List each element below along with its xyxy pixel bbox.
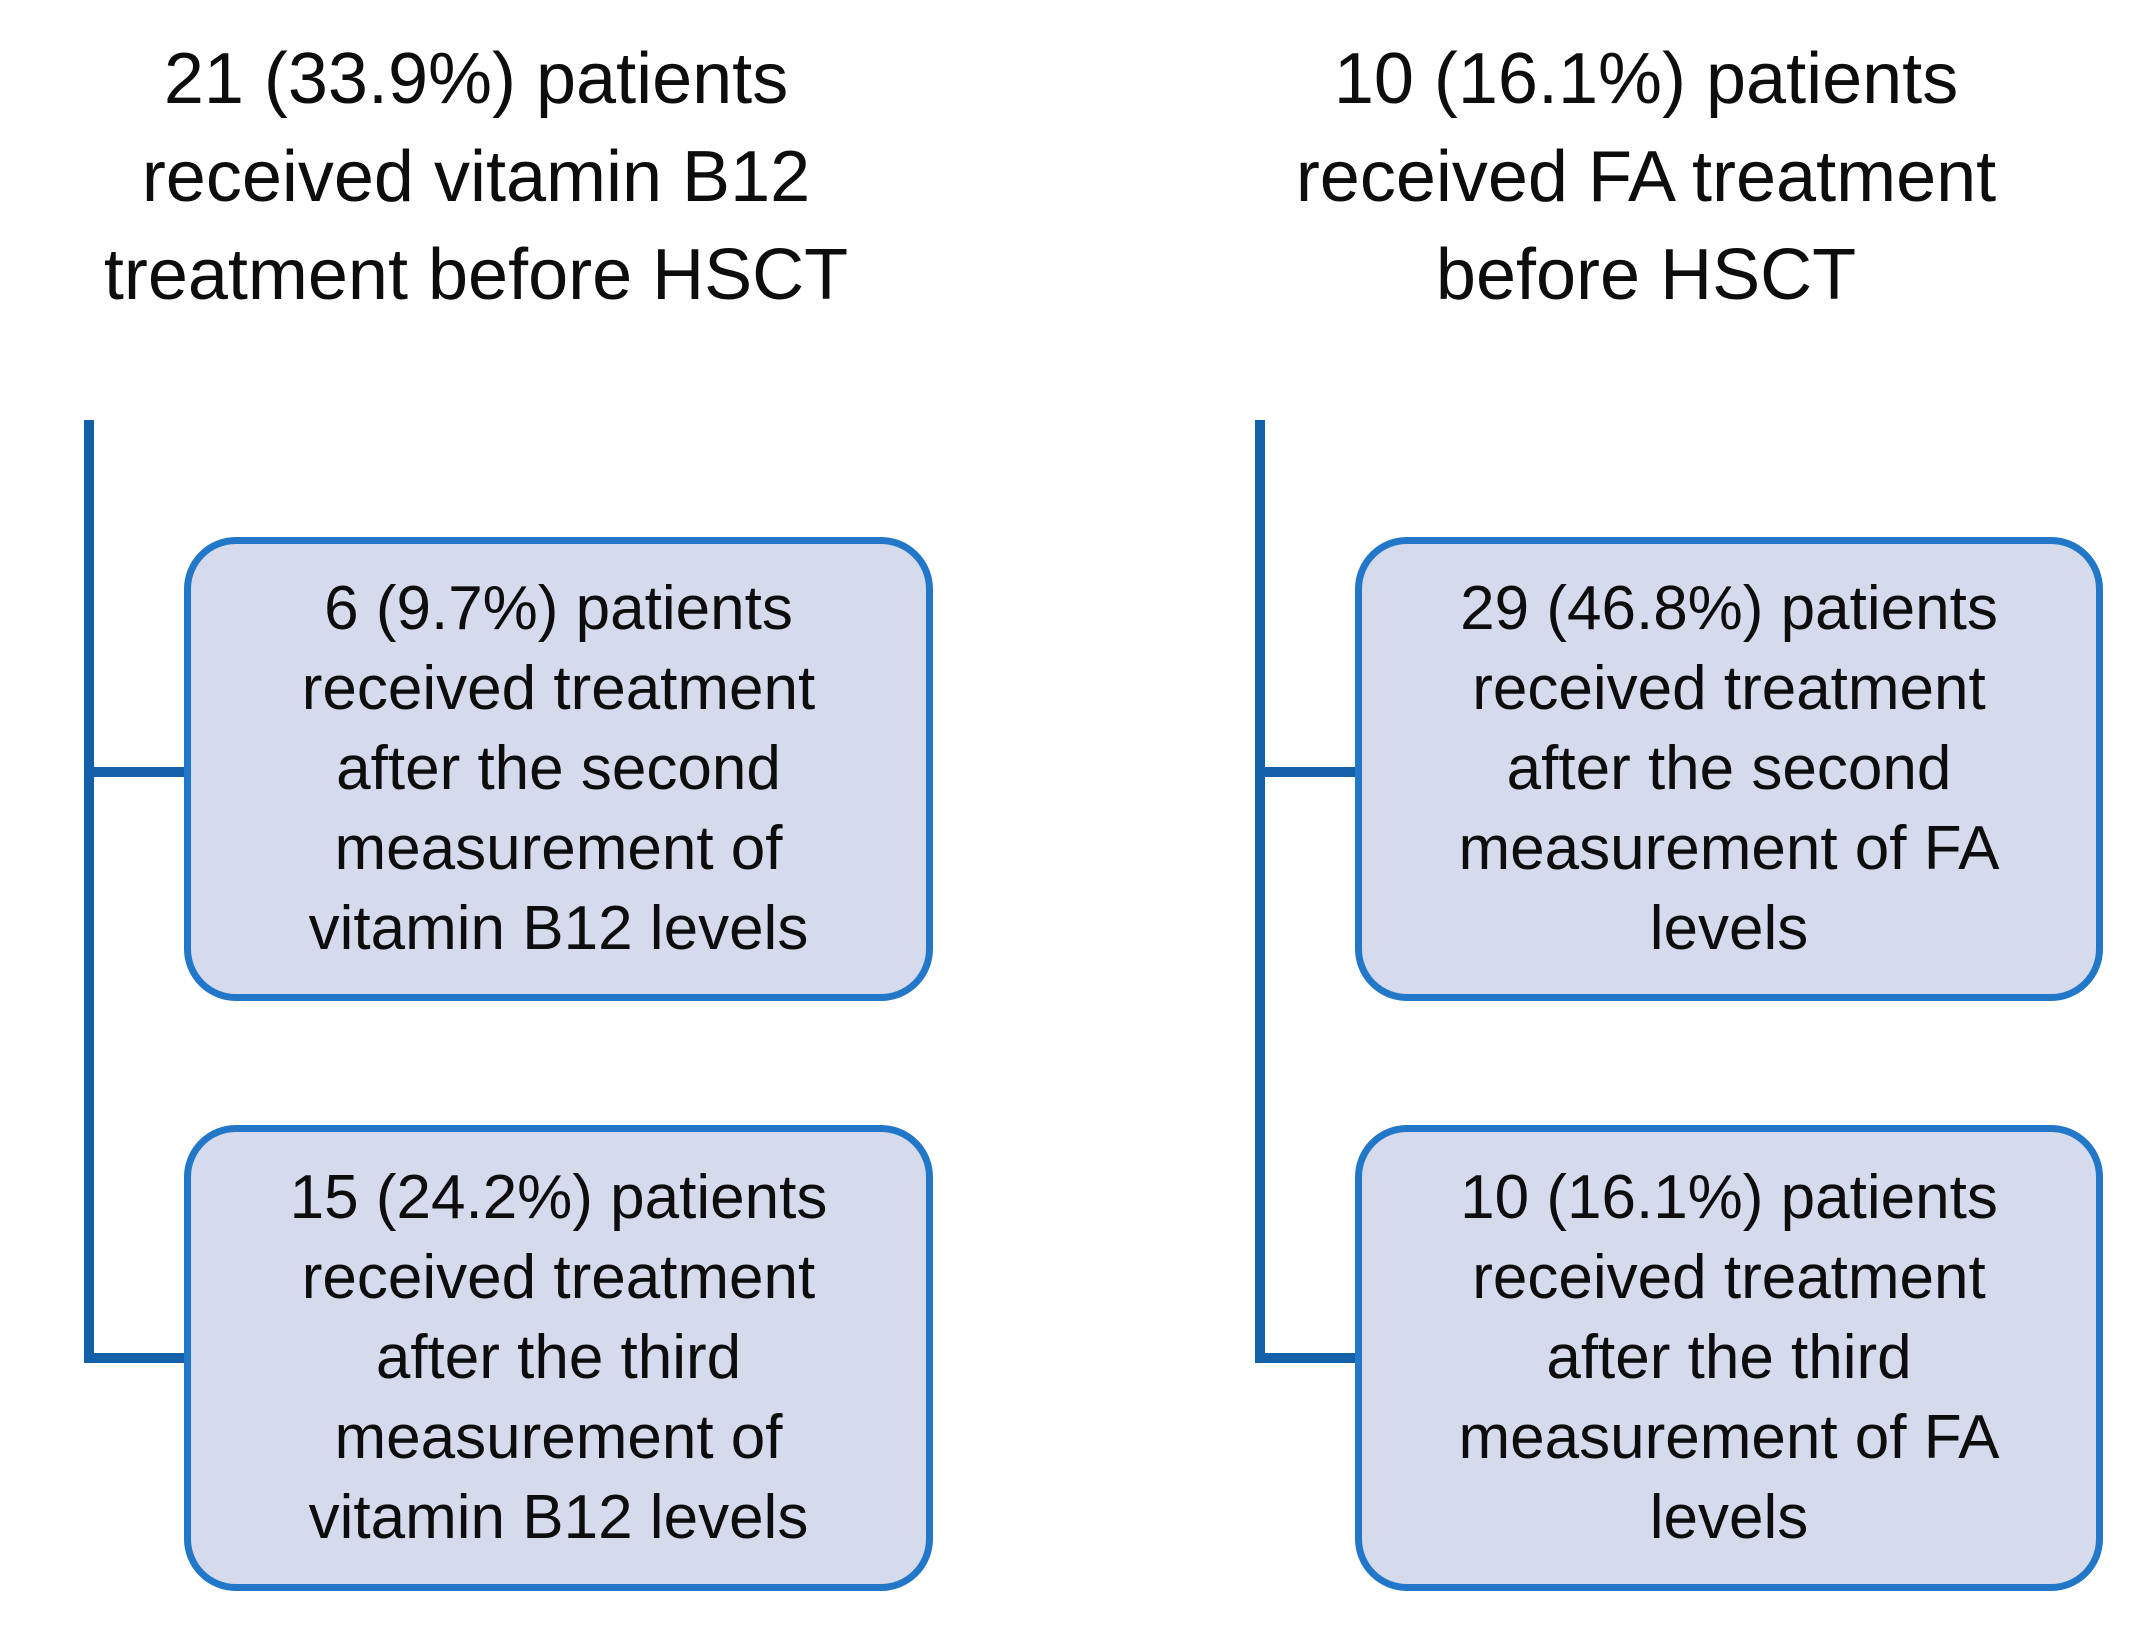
flowchart-box-b12-second-measurement: 6 (9.7%) patients received treatment aft… [184,537,933,1001]
right-column-header: 10 (16.1%) patients received FA treatmen… [1295,39,1997,315]
flowchart-box-text: 15 (24.2%) patients received treatment a… [289,1163,828,1552]
left-branch-connector-bottom [84,1353,190,1363]
left-column-header: 21 (33.9%) patients received vitamin B12… [103,39,849,315]
right-branch-connector-top [1255,767,1361,777]
flowchart-box-b12-third-measurement: 15 (24.2%) patients received treatment a… [184,1125,933,1591]
flowchart-box-text: 6 (9.7%) patients received treatment aft… [301,574,816,963]
right-branch-connector-bottom [1255,1353,1361,1363]
left-branch-connector-top [84,767,190,777]
flowchart-box-text: 29 (46.8%) patients received treatment a… [1458,574,2000,963]
right-vertical-connector-line [1255,420,1265,1363]
left-vertical-connector-line [84,420,94,1363]
flowchart-box-text: 10 (16.1%) patients received treatment a… [1458,1163,2000,1552]
flowchart-box-fa-second-measurement: 29 (46.8%) patients received treatment a… [1355,537,2103,1001]
flowchart-box-fa-third-measurement: 10 (16.1%) patients received treatment a… [1355,1125,2103,1591]
